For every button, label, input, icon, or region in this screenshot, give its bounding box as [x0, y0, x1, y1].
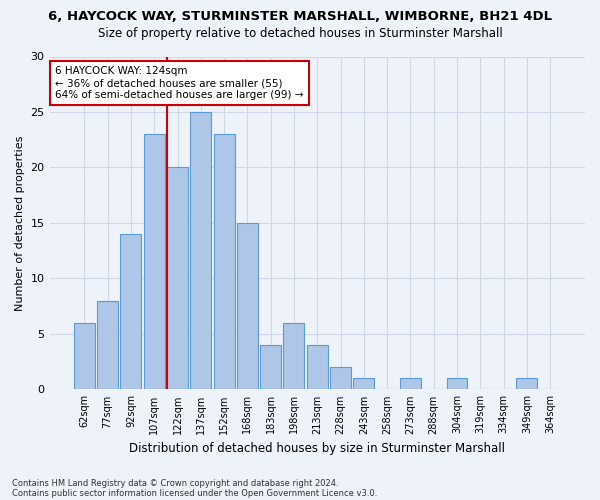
Bar — [237, 223, 258, 390]
Bar — [517, 378, 538, 390]
Text: Contains HM Land Registry data © Crown copyright and database right 2024.: Contains HM Land Registry data © Crown c… — [12, 478, 338, 488]
Text: Contains public sector information licensed under the Open Government Licence v3: Contains public sector information licen… — [12, 488, 377, 498]
Bar — [167, 168, 188, 390]
Bar — [97, 300, 118, 390]
Bar — [446, 378, 467, 390]
Text: 6 HAYCOCK WAY: 124sqm
← 36% of detached houses are smaller (55)
64% of semi-deta: 6 HAYCOCK WAY: 124sqm ← 36% of detached … — [55, 66, 304, 100]
Bar — [283, 323, 304, 390]
Bar — [74, 323, 95, 390]
Bar — [400, 378, 421, 390]
Bar — [144, 134, 165, 390]
Bar — [260, 345, 281, 390]
Y-axis label: Number of detached properties: Number of detached properties — [15, 136, 25, 310]
Text: 6, HAYCOCK WAY, STURMINSTER MARSHALL, WIMBORNE, BH21 4DL: 6, HAYCOCK WAY, STURMINSTER MARSHALL, WI… — [48, 10, 552, 23]
Bar — [353, 378, 374, 390]
X-axis label: Distribution of detached houses by size in Sturminster Marshall: Distribution of detached houses by size … — [129, 442, 505, 455]
Bar — [330, 367, 351, 390]
Bar — [190, 112, 211, 390]
Text: Size of property relative to detached houses in Sturminster Marshall: Size of property relative to detached ho… — [98, 28, 502, 40]
Bar — [121, 234, 142, 390]
Bar — [307, 345, 328, 390]
Bar — [214, 134, 235, 390]
